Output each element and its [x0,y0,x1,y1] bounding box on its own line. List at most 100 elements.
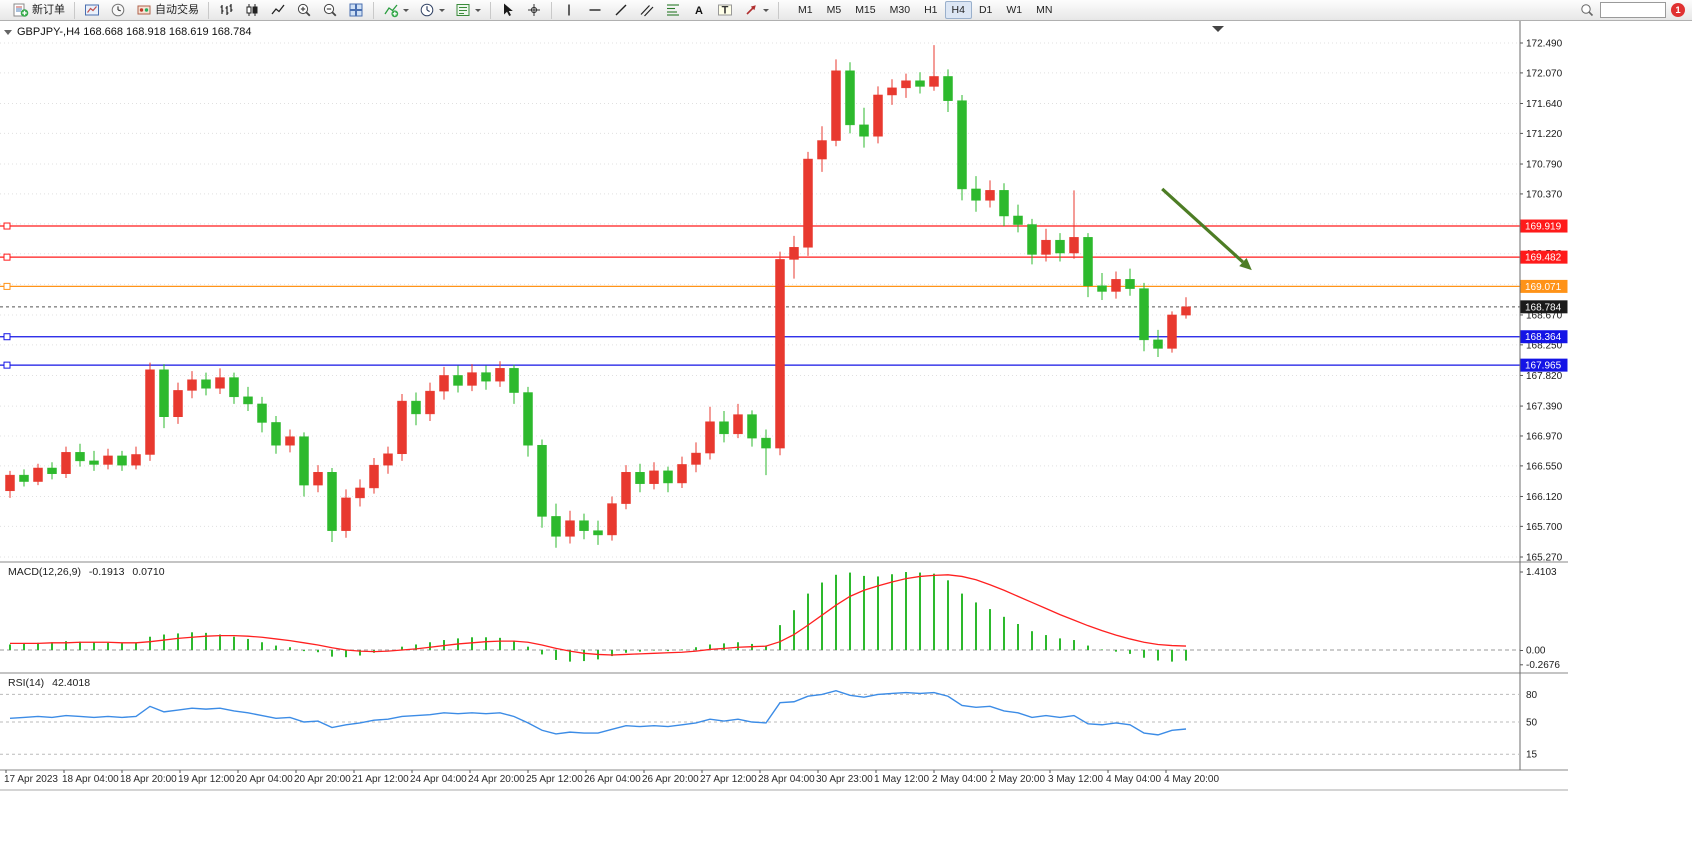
new-order-button[interactable]: 新订单 [9,2,69,19]
text-label-button[interactable]: T [713,2,737,19]
horizontal-line-button[interactable] [583,2,607,19]
hline-handle[interactable] [3,222,11,230]
tf-button-w1[interactable]: W1 [1006,4,1023,16]
candle-body [565,520,575,537]
price-axis-label: 165.270 [1526,552,1563,563]
vertical-line-button[interactable] [557,2,581,19]
price-tag: 169.482 [1525,253,1562,264]
candlestick-chart-button[interactable] [240,2,264,19]
toolbar-group [209,1,374,19]
zoom-in-button[interactable] [292,2,316,19]
text-button[interactable]: A [687,2,711,19]
tf-button-h4[interactable]: H4 [944,1,972,19]
indicators-icon [383,2,399,18]
arrows-button[interactable] [739,2,773,19]
candle-body [271,422,281,446]
zoom-out-button[interactable] [318,2,342,19]
price-axis-label: 168.250 [1526,340,1563,351]
chart-window-icon [84,2,100,18]
tf-button-d1[interactable]: D1 [978,4,993,16]
price-axis-label: 167.390 [1526,402,1563,413]
line-chart-button[interactable] [266,2,290,19]
price-axis-label: 170.790 [1526,160,1563,171]
text-label-icon: T [717,2,733,18]
horizontal-line-icon [587,2,603,18]
time-axis-label: 20 Apr 20:00 [294,774,351,785]
periods-button[interactable] [415,2,449,19]
market-watch-button[interactable] [106,2,130,19]
rsi-pane: 80 50 15 [0,690,1538,761]
channel-button[interactable] [635,2,659,19]
tf-button-m1[interactable]: M1 [798,4,813,16]
time-axis-label: 21 Apr 12:00 [352,774,409,785]
crosshair-button[interactable] [522,2,546,19]
candle-body [215,377,225,389]
charts-button[interactable] [80,2,104,19]
candle-body [33,467,43,482]
candle-body [341,497,351,531]
time-axis-label: 20 Apr 04:00 [236,774,293,785]
chart-window: 172.490 172.070 171.640 171.220 170.790 170.3… [0,21,1692,792]
time-axis-label: 3 May 12:00 [1048,774,1103,785]
candle-body [817,140,827,160]
candle-body [523,392,533,446]
time-axis-label: 1 May 12:00 [874,774,929,785]
tf-button-m5[interactable]: M5 [826,4,842,16]
tf-button-mn[interactable]: MN [1036,4,1053,16]
macd-name: MACD(12,26,9) [8,566,81,578]
candle-body [47,467,57,474]
candle-body [453,375,463,386]
bar-chart-button[interactable] [214,2,238,19]
tf-button-m15[interactable]: M15 [855,4,876,16]
cursor-button[interactable] [496,2,520,19]
candle-body [411,400,421,415]
symbol-ohlc-label: GBPJPY-,H4 168.668 168.918 168.619 168.7… [17,26,252,38]
hline-handle[interactable] [3,282,11,290]
tile-windows-button[interactable] [344,2,368,19]
candle-body [733,414,743,435]
chart-shift-marker[interactable] [1212,26,1224,32]
tf-button-h1[interactable]: H1 [924,4,938,16]
templates-icon [455,2,471,18]
autotrade-button[interactable]: 自动交易 [132,2,203,19]
hline-handle[interactable] [3,361,11,369]
candle-body [677,464,687,484]
price-tag: 167.965 [1525,361,1562,372]
time-axis-label: 2 May 20:00 [990,774,1045,785]
macd-signal-line [10,574,1187,656]
notification-badge[interactable]: 1 [1671,3,1685,17]
ohlc-toggle-icon[interactable] [4,29,12,35]
macd-pane-label: MACD(12,26,9) -0.1913 0.0710 [8,566,165,578]
candle-body [873,94,883,137]
price-grid [0,42,1520,558]
hline-handle[interactable] [3,333,11,341]
candle-body [481,372,491,382]
price-tag: 169.919 [1525,222,1562,233]
toolbar-group [374,1,491,19]
time-axis-label: 26 Apr 04:00 [584,774,641,785]
candle-body [831,70,841,141]
tf-button-m30[interactable]: M30 [889,4,911,16]
new-order-icon [13,2,29,18]
search-input[interactable] [1600,2,1666,18]
candle-body [19,474,29,482]
candle-body [439,375,449,392]
trend-arrow-annotation[interactable] [1161,187,1252,271]
fibonacci-button[interactable] [661,2,685,19]
candle-body [845,70,855,126]
trendline-button[interactable] [609,2,633,19]
toolbar-group: 自动交易 [75,1,209,19]
hline-handle[interactable] [3,253,11,261]
indicators-button[interactable] [379,2,413,19]
time-axis-label: 4 May 20:00 [1164,774,1219,785]
candle-body [1125,279,1135,289]
time-axis-label: 19 Apr 12:00 [178,774,235,785]
candle-body [943,76,953,101]
candle-body [1181,306,1191,316]
chart-canvas[interactable]: 172.490 172.070 171.640 171.220 170.790 170.3… [0,21,1568,792]
candle-body [621,472,631,504]
candle-body [761,437,771,449]
candle-body [75,452,85,462]
templates-button[interactable] [451,2,485,19]
